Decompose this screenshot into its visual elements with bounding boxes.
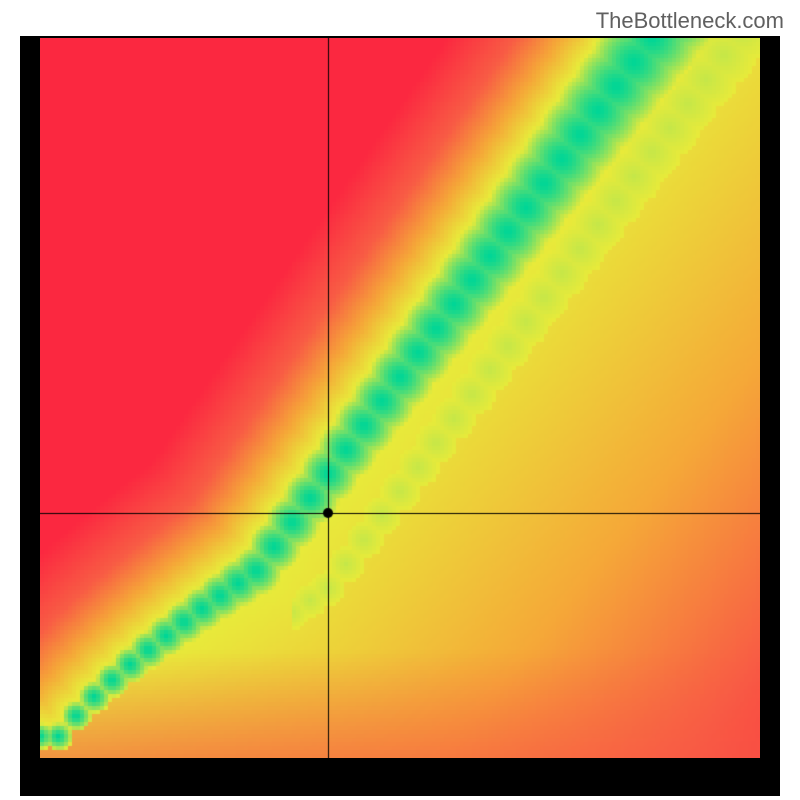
attribution-text: TheBottleneck.com	[596, 8, 784, 34]
chart-container: TheBottleneck.com	[0, 0, 800, 800]
bottleneck-heatmap	[40, 38, 760, 758]
